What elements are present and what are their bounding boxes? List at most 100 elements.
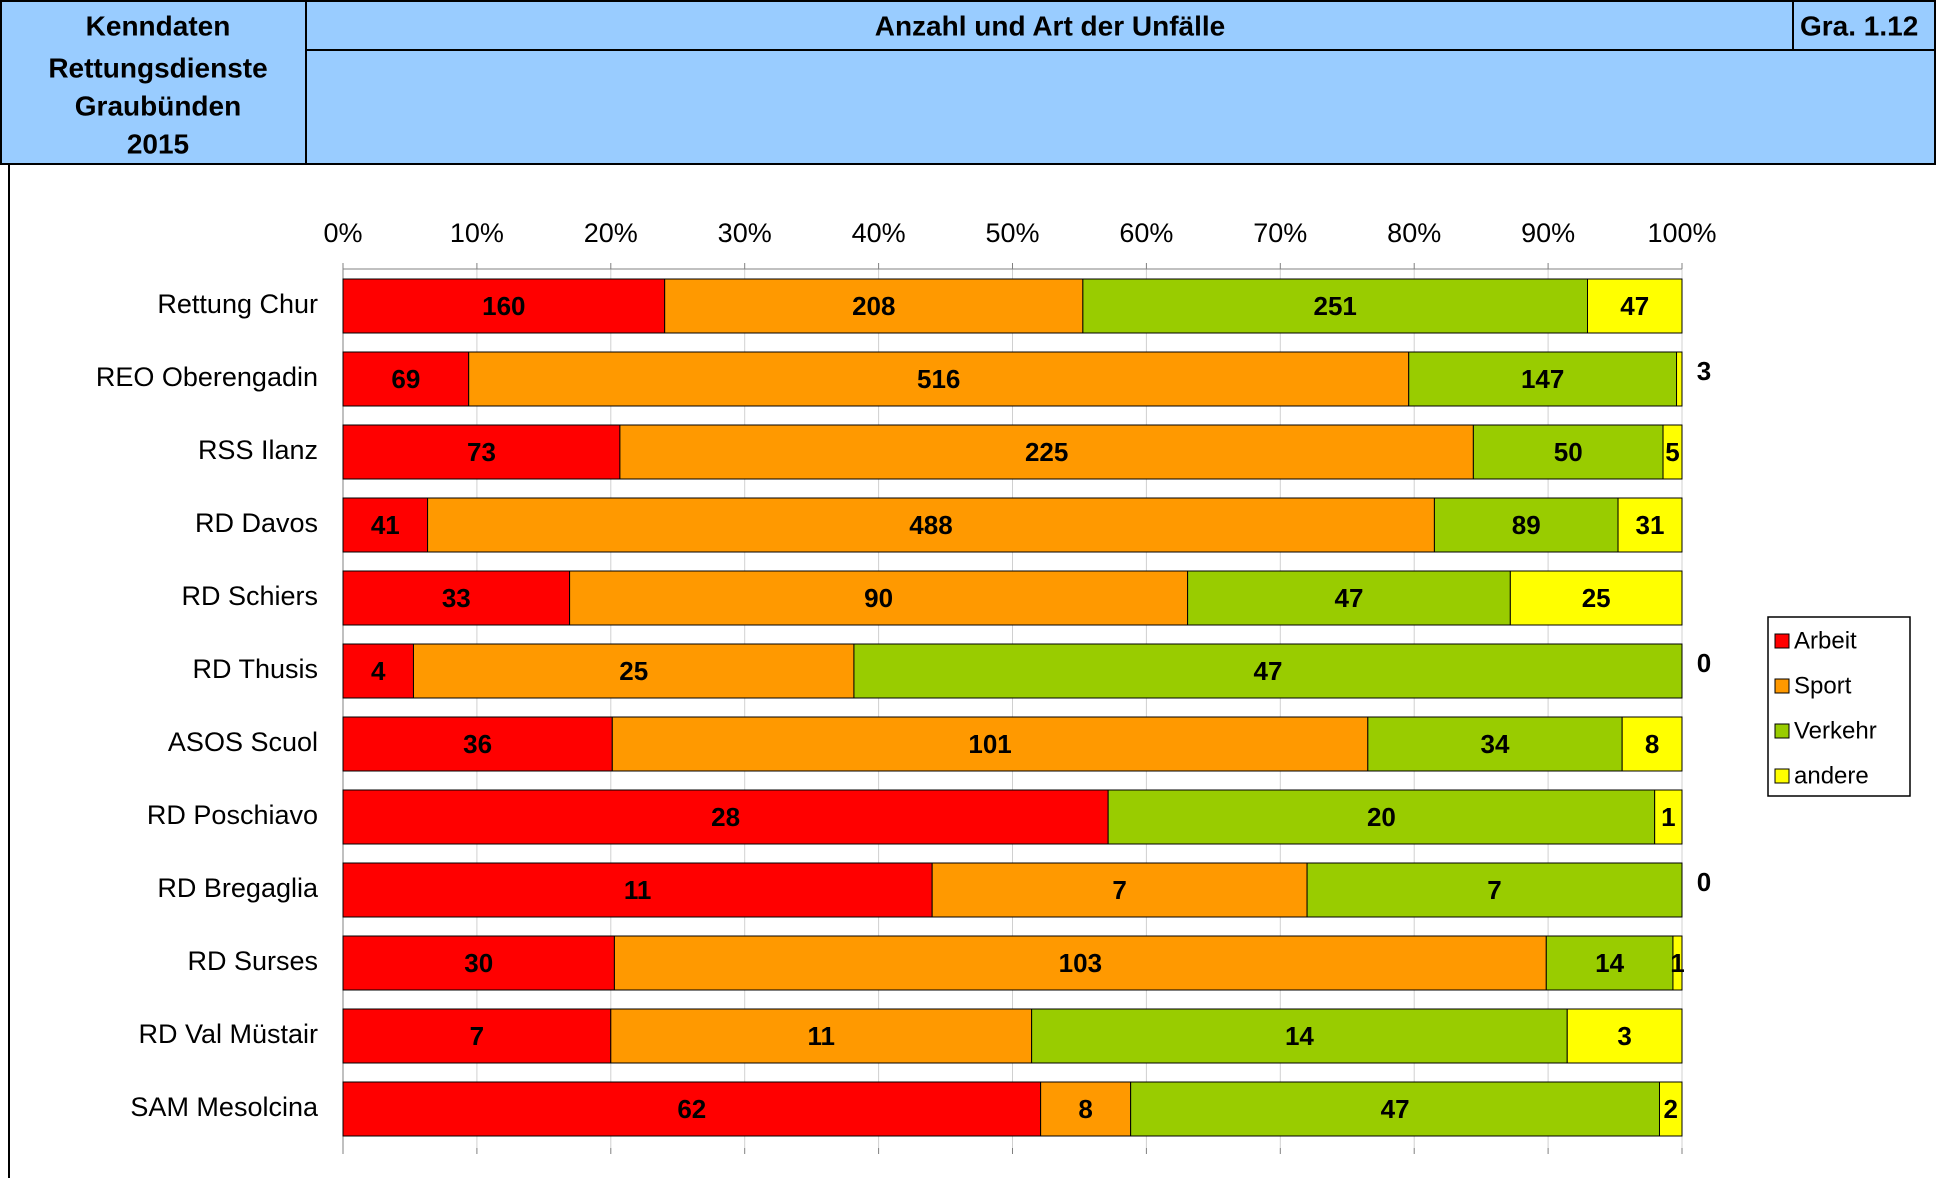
legend-box <box>1767 616 1911 797</box>
bar-segment <box>1130 1081 1660 1137</box>
y-tick-label: RD Surses <box>187 946 318 976</box>
data-label: 1 <box>1661 802 1675 832</box>
bar-segment <box>1082 278 1589 334</box>
data-label: 2 <box>1664 1094 1678 1124</box>
x-tick-label: 70% <box>1253 218 1307 248</box>
header-band <box>0 0 1936 165</box>
data-label: 25 <box>619 656 648 686</box>
bar-segment <box>1306 862 1683 918</box>
header-line: 2015 <box>127 128 189 159</box>
y-tick-label: RD Thusis <box>192 654 318 684</box>
x-tick-label: 30% <box>718 218 772 248</box>
x-tick-label: 40% <box>852 218 906 248</box>
bar-segment <box>1107 789 1656 845</box>
data-label: 8 <box>1078 1094 1092 1124</box>
bar-segment <box>342 570 571 626</box>
y-tick-label: RD Bregaglia <box>157 873 319 903</box>
bar-segment <box>1472 424 1664 480</box>
bar-segment <box>468 351 1410 407</box>
bar-segment <box>1617 497 1683 553</box>
legend-swatch <box>1774 678 1790 694</box>
data-label: 3 <box>1697 356 1711 386</box>
x-tick-label: 10% <box>450 218 504 248</box>
bar-segment <box>1654 789 1683 845</box>
data-label: 69 <box>391 364 420 394</box>
y-tick-label: RSS Ilanz <box>198 435 318 465</box>
chart-code: Gra. 1.12 <box>1800 10 1918 41</box>
data-label: 7 <box>470 1021 484 1051</box>
bar-segment <box>619 424 1474 480</box>
bar-segment <box>342 862 933 918</box>
data-label: 11 <box>807 1021 835 1051</box>
data-label: 47 <box>1381 1094 1410 1124</box>
legend-swatch <box>1774 768 1790 784</box>
bar-segment <box>1566 1008 1683 1064</box>
x-tick-label: 20% <box>584 218 638 248</box>
y-tick-label: RD Schiers <box>181 581 318 611</box>
header-line: Rettungsdienste <box>48 52 267 83</box>
legend-swatch <box>1774 723 1790 739</box>
data-label: 7 <box>1112 875 1126 905</box>
y-tick-label: SAM Mesolcina <box>130 1092 319 1122</box>
bar-segment <box>1621 716 1683 772</box>
bar-segment <box>1367 716 1623 772</box>
bar-segment <box>342 789 1109 845</box>
data-label: 208 <box>852 291 895 321</box>
bar-segment <box>931 862 1308 918</box>
bar-segment <box>853 643 1683 699</box>
data-label: 1 <box>1670 948 1684 978</box>
bar-segment <box>342 351 470 407</box>
legend-swatch <box>1774 633 1790 649</box>
data-label: 62 <box>677 1094 706 1124</box>
bar-segment <box>1408 351 1678 407</box>
data-label: 225 <box>1025 437 1068 467</box>
data-label: 103 <box>1059 948 1102 978</box>
bar-segment <box>342 424 621 480</box>
header-line: Graubünden <box>75 90 241 121</box>
bar-segment <box>412 643 855 699</box>
data-label: 36 <box>463 729 492 759</box>
bar-segment <box>1587 278 1683 334</box>
data-label: 20 <box>1367 802 1396 832</box>
bar-segment <box>342 497 429 553</box>
legend-label: Arbeit <box>1794 627 1857 654</box>
data-label: 50 <box>1554 437 1583 467</box>
data-label: 30 <box>464 948 493 978</box>
data-label: 7 <box>1487 875 1501 905</box>
x-tick-label: 80% <box>1387 218 1441 248</box>
data-label: 31 <box>1636 510 1665 540</box>
bar-segment <box>342 278 666 334</box>
data-label: 0 <box>1697 867 1711 897</box>
data-label: 47 <box>1335 583 1364 613</box>
data-label: 25 <box>1582 583 1611 613</box>
x-tick-label: 100% <box>1647 218 1716 248</box>
legend-label: Verkehr <box>1794 717 1877 744</box>
y-tick-label: RD Poschiavo <box>147 800 318 830</box>
x-tick-label: 50% <box>985 218 1039 248</box>
bar-segment <box>1676 351 1683 407</box>
bar-segment <box>1662 424 1683 480</box>
bar-segment <box>1658 1081 1683 1137</box>
data-label: 28 <box>711 802 740 832</box>
data-label: 41 <box>371 510 400 540</box>
data-label: 5 <box>1665 437 1679 467</box>
bar-segment <box>342 1081 1042 1137</box>
data-label: 251 <box>1313 291 1356 321</box>
chart-title: Anzahl und Art der Unfälle <box>875 10 1226 41</box>
data-label: 47 <box>1254 656 1283 686</box>
y-tick-label: RD Val Müstair <box>138 1019 318 1049</box>
data-label: 89 <box>1512 510 1541 540</box>
bar-segment <box>1040 1081 1132 1137</box>
data-label: 8 <box>1645 729 1659 759</box>
data-label: 47 <box>1620 291 1649 321</box>
bar-segment <box>664 278 1084 334</box>
bar-segment <box>342 643 414 699</box>
data-label: 73 <box>467 437 496 467</box>
data-label: 90 <box>864 583 893 613</box>
bar-segment <box>1433 497 1619 553</box>
y-tick-label: RD Davos <box>195 508 318 538</box>
bar-segment <box>1545 935 1674 991</box>
data-label: 101 <box>968 729 1011 759</box>
